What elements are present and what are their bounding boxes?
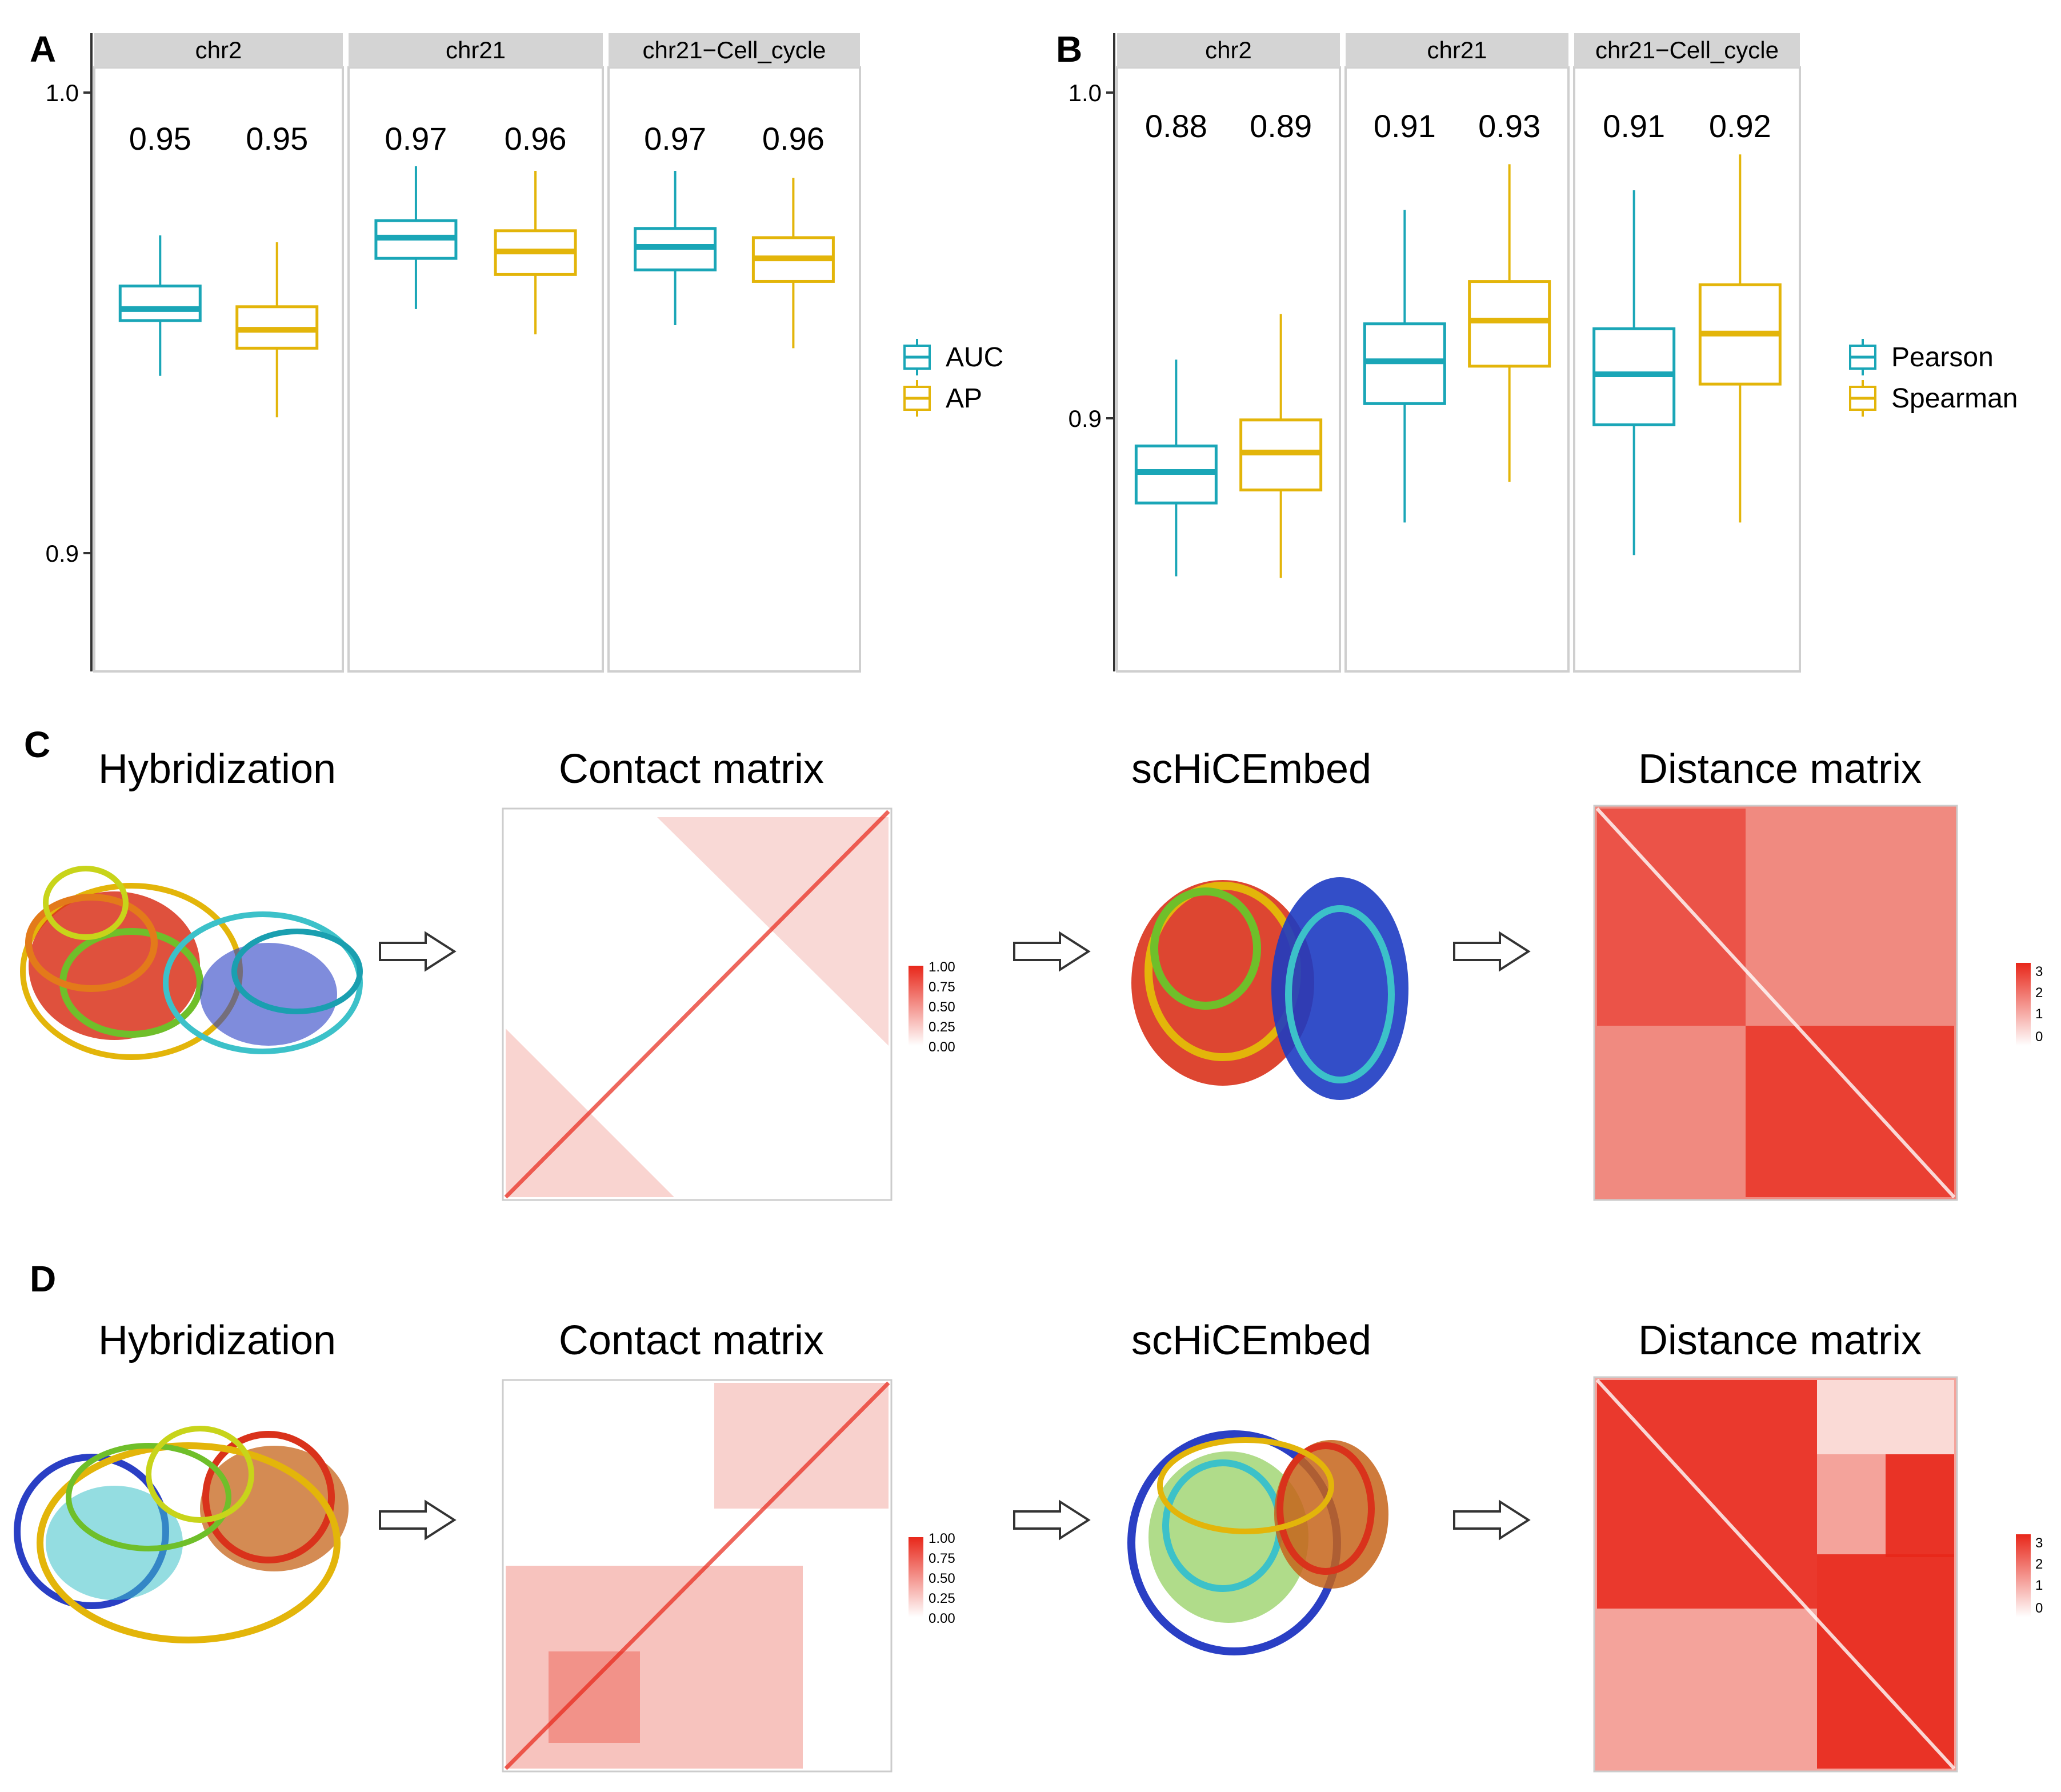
facet-strip-label: chr2 xyxy=(1205,37,1252,63)
box-value-label: 0.88 xyxy=(1145,108,1207,144)
box-value-label: 0.92 xyxy=(1709,108,1771,144)
row-c-distance-scale-tick: 3 xyxy=(2035,964,2043,979)
facet-strip xyxy=(94,33,343,67)
panel-letter-c: C xyxy=(24,724,50,765)
y-tick-label: 1.0 xyxy=(1068,79,1102,106)
row-c-distance-scale-tick: 1 xyxy=(2035,1006,2043,1022)
box-value-label: 0.93 xyxy=(1478,108,1540,144)
row-d-distance-colorbar: 3 2 1 0 xyxy=(2016,1534,2043,1617)
y-tick-label: 0.9 xyxy=(46,540,79,567)
box-iqr xyxy=(1468,280,1551,368)
row-c-contact-scale-tick: 0.25 xyxy=(929,1019,955,1035)
box-value-label: 0.96 xyxy=(505,121,567,157)
facet-strip-label: chr21 xyxy=(1427,37,1487,63)
row-c-title-schicembed: scHiCEmbed xyxy=(1131,746,1371,792)
row-d-title-contact-matrix: Contact matrix xyxy=(559,1318,824,1363)
panel-letter-d: D xyxy=(30,1258,56,1299)
row-d-title-schicembed: scHiCEmbed xyxy=(1131,1318,1371,1363)
legend-label: Spearman xyxy=(1891,383,2018,414)
y-tick-label: 1.0 xyxy=(46,79,79,106)
row-d-distance-scale-tick: 1 xyxy=(2035,1578,2043,1593)
row-d-schicembed-structure xyxy=(1127,1430,1388,1655)
boxplot-panel-b: chr2 chr21 chr21−Cell_cycle 0.9 1.0 0.88 0.91 0… xyxy=(1068,33,2018,673)
legend-label: AUC xyxy=(946,342,1003,373)
row-d-contact-colorbar: 1.00 0.75 0.50 0.25 0.00 xyxy=(909,1531,955,1626)
y-tick-label: 0.9 xyxy=(1068,405,1102,432)
row-c-distance-scale-tick: 2 xyxy=(2035,985,2043,1001)
row-c-distance-matrix xyxy=(1593,805,1958,1201)
facet-strip xyxy=(1346,33,1568,67)
row-d-distance-scale-tick: 2 xyxy=(2035,1557,2043,1572)
facet-strip-label: chr21−Cell_cycle xyxy=(643,37,826,63)
row-d-title-distance-matrix: Distance matrix xyxy=(1638,1318,1922,1363)
facet-strip xyxy=(1574,33,1800,67)
row-c-contact-scale-tick: 0.75 xyxy=(929,979,955,995)
panel-letter-a: A xyxy=(30,29,56,70)
box-iqr xyxy=(118,285,202,322)
box-value-label: 0.91 xyxy=(1374,108,1436,144)
row-c-contact-scale-tick: 0.50 xyxy=(929,999,955,1015)
row-d-title-hybridization: Hybridization xyxy=(98,1318,336,1363)
arrow-icon xyxy=(379,1499,457,1541)
arrow-icon xyxy=(1013,931,1091,972)
row-d-contact-scale-tick: 0.25 xyxy=(929,1591,955,1606)
row-d-contact-scale-tick: 0.00 xyxy=(929,1611,955,1626)
facet-panel xyxy=(607,66,861,673)
facet-panel xyxy=(93,66,344,673)
row-c-contact-matrix xyxy=(502,807,893,1201)
row-c-hybridization-structure xyxy=(20,866,363,1060)
row-c-title-distance-matrix: Distance matrix xyxy=(1638,746,1922,792)
facet-strip-label: chr21−Cell_cycle xyxy=(1595,37,1779,63)
arrow-icon xyxy=(1453,931,1531,972)
row-c-title-hybridization: Hybridization xyxy=(98,746,336,792)
row-c-distance-colorbar: 3 2 1 0 xyxy=(2016,963,2043,1046)
row-d-distance-matrix xyxy=(1593,1376,1958,1773)
facet-strip xyxy=(1117,33,1340,67)
arrow-icon xyxy=(1013,1499,1091,1541)
legend-label: Pearson xyxy=(1891,342,1994,373)
row-d-distance-scale-tick: 0 xyxy=(2035,1601,2043,1616)
row-d-contact-scale-tick: 0.50 xyxy=(929,1571,955,1586)
arrow-icon xyxy=(1453,1499,1531,1541)
facet-panel xyxy=(1116,66,1341,673)
row-d-contact-scale-tick: 1.00 xyxy=(929,1531,955,1546)
facet-panel xyxy=(347,66,604,673)
box-value-label: 0.95 xyxy=(246,121,308,157)
facet-strip xyxy=(609,33,860,67)
row-d-distance-scale-tick: 3 xyxy=(2035,1535,2043,1551)
row-c-contact-colorbar: 1.00 0.75 0.50 0.25 0.00 xyxy=(909,959,955,1055)
box-value-label: 0.91 xyxy=(1603,108,1665,144)
box-value-label: 0.95 xyxy=(129,121,191,157)
facet-strip-label: chr21 xyxy=(446,37,506,63)
row-d-contact-scale-tick: 0.75 xyxy=(929,1551,955,1566)
box-value-label: 0.89 xyxy=(1250,108,1312,144)
row-c-distance-scale-tick: 0 xyxy=(2035,1029,2043,1045)
box-value-label: 0.97 xyxy=(644,121,706,157)
legend-label: AP xyxy=(946,383,982,414)
facet-strip-label: chr2 xyxy=(195,37,242,63)
boxplot-panel-a: chr2 chr21 chr21−Cell_cycle 0.9 1.0 0.95 0.97 0… xyxy=(46,33,1003,673)
box-value-label: 0.97 xyxy=(385,121,447,157)
row-c-schicembed-structure xyxy=(1131,877,1408,1100)
row-c-contact-scale-tick: 0.00 xyxy=(929,1039,955,1055)
arrow-icon xyxy=(379,931,457,972)
box-value-label: 0.96 xyxy=(762,121,825,157)
row-d-hybridization-structure xyxy=(14,1426,349,1643)
facet-strip xyxy=(349,33,603,67)
row-d-contact-matrix xyxy=(502,1379,893,1773)
row-c-contact-scale-tick: 1.00 xyxy=(929,959,955,975)
row-c-title-contact-matrix: Contact matrix xyxy=(559,746,824,792)
panel-letter-b: B xyxy=(1056,29,1082,70)
